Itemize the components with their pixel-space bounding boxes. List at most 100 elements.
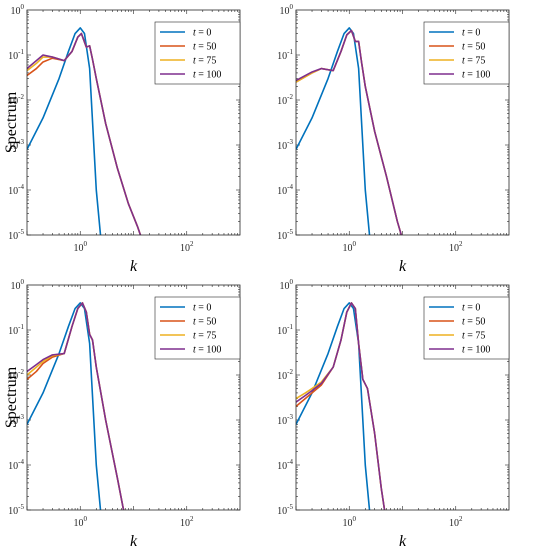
y-tick-label-exp: -5 bbox=[287, 503, 293, 511]
y-tick-label-base: 10 bbox=[280, 6, 290, 17]
series-line-t-0 bbox=[296, 302, 371, 510]
y-tick-label-base: 10 bbox=[8, 51, 18, 62]
x-tick-label-base: 10 bbox=[343, 518, 353, 529]
y-tick-label: 10-2 bbox=[277, 368, 293, 382]
legend-label: t = 75 bbox=[193, 56, 216, 67]
x-tick-label-base: 10 bbox=[180, 518, 190, 529]
legend-label: t = 100 bbox=[193, 345, 221, 356]
legend bbox=[423, 21, 510, 85]
x-tick-label-base: 10 bbox=[449, 243, 459, 254]
y-tick-label: 10-5 bbox=[8, 228, 24, 242]
series-line-t-100 bbox=[296, 29, 403, 235]
y-tick-label-exp: -4 bbox=[287, 458, 293, 466]
x-tick-label: 102 bbox=[449, 240, 463, 254]
y-tick-label-exp: 0 bbox=[290, 278, 294, 286]
x-tick-label: 102 bbox=[180, 240, 194, 254]
x-tick-label-exp: 2 bbox=[190, 240, 194, 248]
y-tick-label-exp: -5 bbox=[18, 503, 24, 511]
y-tick-label-base: 10 bbox=[8, 371, 18, 382]
plot-frame bbox=[295, 9, 510, 236]
y-tick-label: 10-1 bbox=[8, 323, 24, 337]
y-tick-label-base: 10 bbox=[277, 51, 287, 62]
series-line-t-0 bbox=[27, 302, 102, 510]
y-tick-label: 100 bbox=[280, 3, 294, 17]
legend-label: t = 50 bbox=[462, 42, 485, 53]
series-lines bbox=[296, 27, 403, 235]
y-tick-label: 10-4 bbox=[277, 458, 293, 472]
y-tick-label-base: 10 bbox=[277, 96, 287, 107]
x-tick-label: 100 bbox=[343, 515, 357, 529]
x-tick-label-exp: 0 bbox=[84, 240, 88, 248]
legend-label: t = 50 bbox=[193, 42, 216, 53]
x-tick-label: 100 bbox=[343, 240, 357, 254]
y-tick-label: 10-1 bbox=[8, 48, 24, 62]
x-tick-label-base: 10 bbox=[180, 243, 190, 254]
legend-label: t = 0 bbox=[462, 28, 480, 39]
y-tick-label: 100 bbox=[11, 278, 25, 292]
y-tick-label-exp: -4 bbox=[287, 183, 293, 191]
y-tick-label-base: 10 bbox=[277, 326, 287, 337]
y-tick-label-exp: 0 bbox=[290, 3, 294, 11]
legend bbox=[423, 296, 510, 360]
y-tick-label: 10-4 bbox=[8, 183, 24, 197]
x-tick-label-exp: 2 bbox=[459, 515, 463, 523]
x-tick-label: 100 bbox=[74, 515, 88, 529]
chart-panel-top-left: 100 102 10-5 10-4 10-3 10-2 10-1 100 k Spectrum t … bbox=[0, 0, 269, 275]
series-line-t-0 bbox=[27, 27, 102, 235]
y-tick-label-exp: -1 bbox=[18, 323, 24, 331]
legend-label: t = 75 bbox=[462, 331, 485, 342]
x-axis-label: k bbox=[399, 533, 407, 550]
x-tick-label-base: 10 bbox=[74, 518, 84, 529]
y-tick-label: 10-4 bbox=[277, 183, 293, 197]
y-tick-label-exp: -3 bbox=[18, 413, 24, 421]
y-tick-label-exp: -1 bbox=[18, 48, 24, 56]
series-lines bbox=[296, 302, 386, 510]
legend-label: t = 50 bbox=[462, 317, 485, 328]
y-tick-label-exp: -2 bbox=[287, 93, 293, 101]
y-tick-label: 10-2 bbox=[277, 93, 293, 107]
chart-svg: 100 10210-510-410-310-210-1100kSpectrumt … bbox=[3, 3, 241, 275]
y-tick-label-base: 10 bbox=[8, 231, 18, 242]
y-axis-label: Spectrum bbox=[3, 366, 20, 428]
y-tick-label-exp: -5 bbox=[18, 228, 24, 236]
y-tick-label-base: 10 bbox=[8, 461, 18, 472]
y-tick-label-base: 10 bbox=[277, 506, 287, 517]
legend-label: t = 75 bbox=[462, 56, 485, 67]
y-tick-label: 10-1 bbox=[277, 323, 293, 337]
x-tick-label-exp: 0 bbox=[84, 515, 88, 523]
x-tick-label-exp: 0 bbox=[353, 240, 357, 248]
y-tick-label-base: 10 bbox=[277, 371, 287, 382]
x-axis-label: k bbox=[130, 533, 138, 550]
y-tick-label-base: 10 bbox=[8, 326, 18, 337]
legend-label: t = 50 bbox=[193, 317, 216, 328]
y-tick-label-base: 10 bbox=[277, 231, 287, 242]
y-tick-label: 10-5 bbox=[8, 503, 24, 517]
y-tick-label-base: 10 bbox=[277, 141, 287, 152]
series-lines bbox=[27, 27, 142, 235]
y-tick-label: 10-5 bbox=[277, 503, 293, 517]
legend bbox=[154, 21, 241, 85]
legend-label: t = 100 bbox=[462, 70, 490, 81]
x-tick-label: 102 bbox=[180, 515, 194, 529]
y-tick-label-exp: -2 bbox=[18, 368, 24, 376]
legend bbox=[154, 296, 241, 360]
legend-label: t = 0 bbox=[462, 303, 480, 314]
y-tick-label: 10-2 bbox=[8, 93, 24, 107]
legend-label: t = 0 bbox=[193, 303, 211, 314]
plot-frame bbox=[26, 284, 241, 511]
y-tick-label: 10-3 bbox=[8, 138, 24, 152]
y-tick-label-exp: -4 bbox=[18, 183, 24, 191]
y-tick-label-exp: -1 bbox=[287, 323, 293, 331]
x-tick-label: 100 bbox=[74, 240, 88, 254]
y-tick-label-exp: 0 bbox=[21, 3, 25, 11]
y-tick-label: 100 bbox=[280, 278, 294, 292]
series-line-t-100 bbox=[27, 302, 125, 510]
chart-panel-bottom-left: 100 102 10-5 10-4 10-3 10-2 10-1 100 k Spectrum t … bbox=[0, 275, 269, 550]
y-tick-label: 10-1 bbox=[277, 48, 293, 62]
y-tick-label-base: 10 bbox=[280, 281, 290, 292]
